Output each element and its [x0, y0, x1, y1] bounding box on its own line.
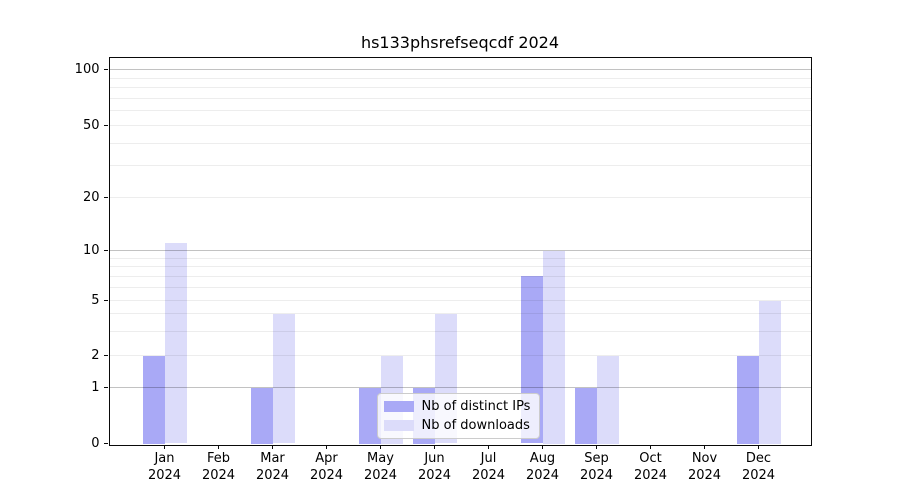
- y-tick-label: 5: [91, 292, 100, 308]
- gridline: [109, 286, 811, 288]
- gridline: [109, 300, 811, 301]
- x-tick-label: Jun 2024: [417, 450, 452, 483]
- x-tick-label: Jul 2024: [471, 450, 506, 483]
- y-tick-label: 1: [91, 379, 100, 395]
- x-tick-label: Nov 2024: [687, 450, 722, 483]
- x-tick-label: Apr 2024: [309, 450, 344, 483]
- y-tick: [104, 386, 108, 389]
- bar-downloads: [758, 300, 781, 444]
- x-tick: [649, 445, 652, 449]
- y-tick: [104, 196, 108, 199]
- x-tick-label: Aug 2024: [525, 450, 560, 483]
- gridline: [109, 125, 811, 126]
- legend-swatch-downloads: [383, 419, 414, 431]
- y-tick-label: 2: [91, 347, 100, 363]
- y-tick: [104, 354, 108, 357]
- gridline: [109, 355, 811, 356]
- y-tick: [104, 68, 108, 71]
- x-tick: [325, 445, 328, 449]
- bar-downloads: [542, 250, 565, 444]
- legend-item: Nb of distinct IPs: [383, 398, 531, 414]
- x-tick: [433, 445, 436, 449]
- y-tick-label: 20: [82, 189, 100, 205]
- x-tick: [163, 445, 166, 449]
- legend-swatch-distinct-ips: [383, 400, 414, 412]
- bar-downloads: [596, 355, 619, 444]
- gridline: [109, 197, 811, 198]
- gridline: [109, 250, 811, 251]
- legend-item: Nb of downloads: [383, 417, 531, 433]
- x-tick: [487, 445, 490, 449]
- y-tick-label: 0: [91, 435, 100, 451]
- x-tick: [271, 445, 274, 449]
- gridline: [109, 387, 811, 388]
- plot-area: Nb of distinct IPs Nb of downloads 0 1 2 5 1…: [75, 56, 812, 483]
- y-tick-label: 100: [74, 61, 100, 77]
- gridline: [109, 266, 811, 268]
- x-tick-label: Feb 2024: [201, 450, 236, 483]
- x-tick-label: Dec 2024: [741, 450, 776, 483]
- x-tick: [757, 445, 760, 449]
- bar-downloads: [164, 243, 187, 444]
- gridline: [109, 313, 811, 315]
- x-tick: [217, 445, 220, 449]
- gridline: [109, 330, 811, 332]
- gridline: [109, 142, 811, 144]
- x-tick-label: Mar 2024: [255, 450, 290, 483]
- gridline: [109, 275, 811, 277]
- x-tick-label: Jan 2024: [147, 450, 182, 483]
- legend-label: Nb of downloads: [421, 417, 530, 433]
- x-tick-label: Sep 2024: [579, 450, 614, 483]
- x-tick: [541, 445, 544, 449]
- gridline: [109, 110, 811, 112]
- x-tick-label: Oct 2024: [633, 450, 668, 483]
- gridline: [109, 165, 811, 167]
- bar-distinct-ips: [358, 387, 381, 444]
- bar-distinct-ips: [250, 387, 273, 444]
- x-tick-label: May 2024: [363, 450, 398, 483]
- y-tick: [104, 124, 108, 127]
- gridline: [109, 77, 811, 79]
- legend-label: Nb of distinct IPs: [421, 398, 531, 414]
- y-tick: [104, 249, 108, 252]
- gridline: [109, 69, 811, 70]
- gridline: [109, 87, 811, 89]
- x-tick: [379, 445, 382, 449]
- y-tick-label: 10: [82, 242, 100, 258]
- gridline: [109, 97, 811, 99]
- bar-downloads: [272, 313, 295, 444]
- bar-distinct-ips: [574, 387, 597, 444]
- bar-distinct-ips: [736, 355, 759, 444]
- y-tick: [104, 299, 108, 302]
- legend: Nb of distinct IPs Nb of downloads: [376, 392, 541, 439]
- gridline: [109, 257, 811, 259]
- chart-title: hs133phsrefseqcdf 2024: [360, 33, 560, 52]
- bar-distinct-ips: [142, 355, 165, 444]
- y-tick-label: 50: [82, 117, 100, 133]
- y-tick: [104, 442, 108, 445]
- x-tick: [703, 445, 706, 449]
- x-tick: [595, 445, 598, 449]
